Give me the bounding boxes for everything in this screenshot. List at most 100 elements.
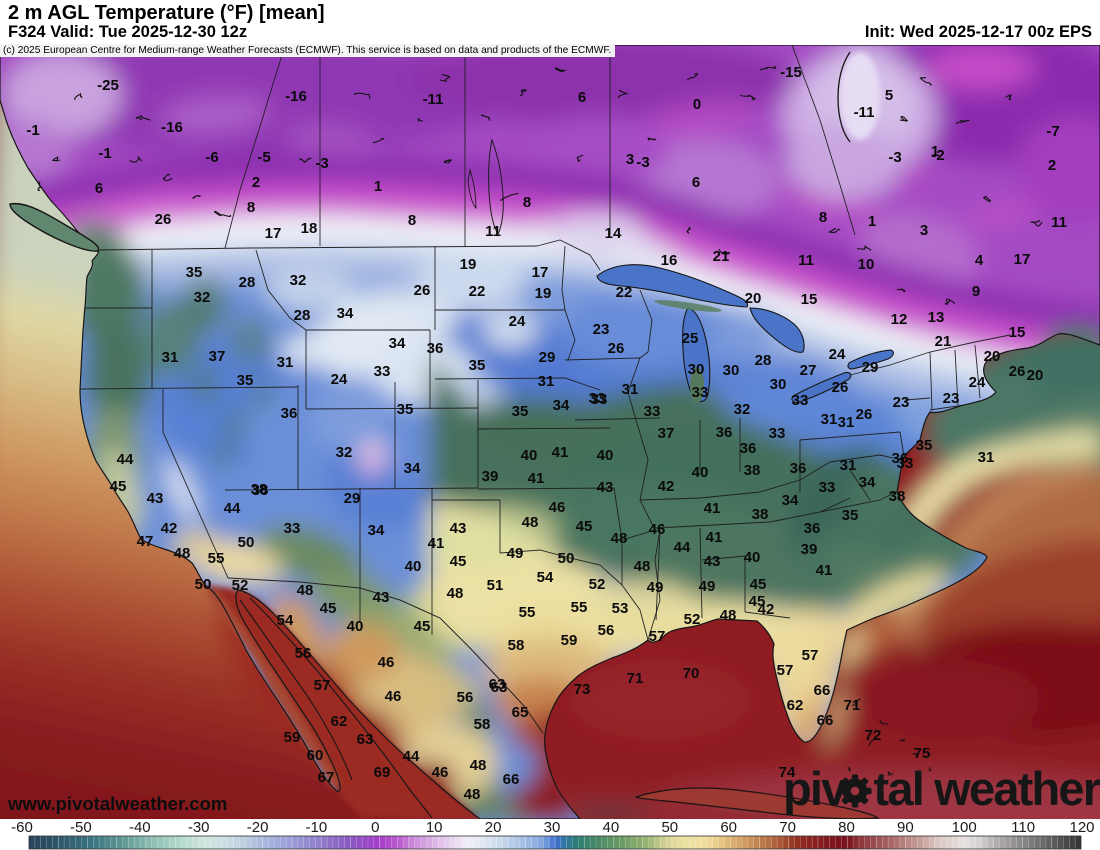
svg-text:35: 35 [512,403,529,420]
svg-text:57: 57 [777,662,794,679]
svg-text:15: 15 [1009,324,1026,341]
svg-text:42: 42 [758,601,775,618]
svg-text:-30: -30 [188,819,210,836]
svg-text:24: 24 [969,374,986,391]
svg-text:45: 45 [576,518,593,535]
svg-text:16: 16 [661,252,678,269]
svg-text:48: 48 [611,530,628,547]
svg-text:33: 33 [692,384,709,401]
svg-text:45: 45 [749,593,766,610]
svg-text:26: 26 [832,379,849,396]
svg-text:60: 60 [720,819,737,836]
svg-text:-50: -50 [70,819,92,836]
svg-text:-5: -5 [257,149,270,166]
svg-text:26: 26 [414,282,431,299]
svg-text:24: 24 [509,313,526,330]
svg-text:13: 13 [928,309,945,326]
svg-text:6: 6 [578,89,586,106]
svg-text:57: 57 [802,647,819,664]
svg-text:63: 63 [491,679,508,696]
svg-text:43: 43 [450,520,467,537]
svg-text:45: 45 [320,600,337,617]
svg-text:55: 55 [208,550,225,567]
svg-text:66: 66 [503,771,520,788]
svg-text:31: 31 [838,414,855,431]
svg-text:70: 70 [683,665,700,682]
svg-text:31: 31 [622,381,639,398]
svg-text:4: 4 [975,252,984,269]
svg-text:41: 41 [552,444,569,461]
svg-text:34: 34 [337,305,354,322]
svg-text:36: 36 [740,440,757,457]
svg-text:36: 36 [716,424,733,441]
svg-text:0: 0 [693,96,701,113]
svg-text:40: 40 [692,464,709,481]
svg-text:22: 22 [469,283,486,300]
svg-text:49: 49 [699,578,716,595]
svg-text:69: 69 [374,764,391,781]
svg-text:-3: -3 [636,154,649,171]
svg-text:29: 29 [539,349,556,366]
svg-text:-16: -16 [285,88,307,105]
svg-text:14: 14 [605,225,622,242]
svg-text:33: 33 [769,425,786,442]
svg-text:50: 50 [558,550,575,567]
svg-text:23: 23 [943,390,960,407]
svg-text:45: 45 [450,553,467,570]
svg-text:9: 9 [972,283,980,300]
svg-text:1: 1 [931,143,939,160]
svg-text:37: 37 [658,425,675,442]
svg-text:5: 5 [885,87,893,104]
svg-text:42: 42 [161,520,178,537]
svg-text:41: 41 [706,529,723,546]
svg-text:34: 34 [553,397,570,414]
svg-text:32: 32 [734,401,751,418]
svg-text:48: 48 [297,582,314,599]
svg-text:33: 33 [591,391,608,408]
svg-text:23: 23 [593,321,610,338]
svg-text:-3: -3 [888,149,901,166]
svg-text:-3: -3 [315,155,328,172]
svg-text:36: 36 [892,450,909,467]
svg-text:26: 26 [155,211,172,228]
svg-text:40: 40 [603,819,620,836]
svg-text:30: 30 [723,362,740,379]
svg-text:50: 50 [238,534,255,551]
svg-text:33: 33 [374,363,391,380]
svg-text:28: 28 [294,307,311,324]
svg-text:43: 43 [147,490,164,507]
svg-text:36: 36 [427,340,444,357]
svg-text:-25: -25 [97,77,119,94]
svg-text:24: 24 [829,346,846,363]
svg-text:38: 38 [752,506,769,523]
svg-text:35: 35 [397,401,414,418]
svg-text:44: 44 [403,748,420,765]
svg-text:44: 44 [117,451,134,468]
svg-text:26: 26 [1009,363,1026,380]
svg-text:45: 45 [414,618,431,635]
svg-text:25: 25 [682,330,699,347]
svg-text:46: 46 [385,688,402,705]
svg-text:38: 38 [252,482,269,499]
svg-text:48: 48 [720,607,737,624]
svg-text:53: 53 [612,600,629,617]
svg-text:17: 17 [1014,251,1031,268]
svg-text:8: 8 [247,199,255,216]
svg-text:80: 80 [838,819,855,836]
svg-text:57: 57 [649,628,666,645]
svg-text:23: 23 [893,394,910,411]
svg-text:66: 66 [814,682,831,699]
svg-text:120: 120 [1069,819,1094,836]
svg-text:26: 26 [608,340,625,357]
svg-text:70: 70 [779,819,796,836]
svg-text:41: 41 [428,535,445,552]
svg-text:40: 40 [521,447,538,464]
svg-text:59: 59 [561,632,578,649]
svg-text:33: 33 [589,390,606,407]
svg-text:27: 27 [800,362,817,379]
svg-text:46: 46 [432,764,449,781]
svg-text:30: 30 [770,376,787,393]
svg-text:35: 35 [469,357,486,374]
svg-text:63: 63 [489,676,506,693]
svg-text:34: 34 [404,460,421,477]
